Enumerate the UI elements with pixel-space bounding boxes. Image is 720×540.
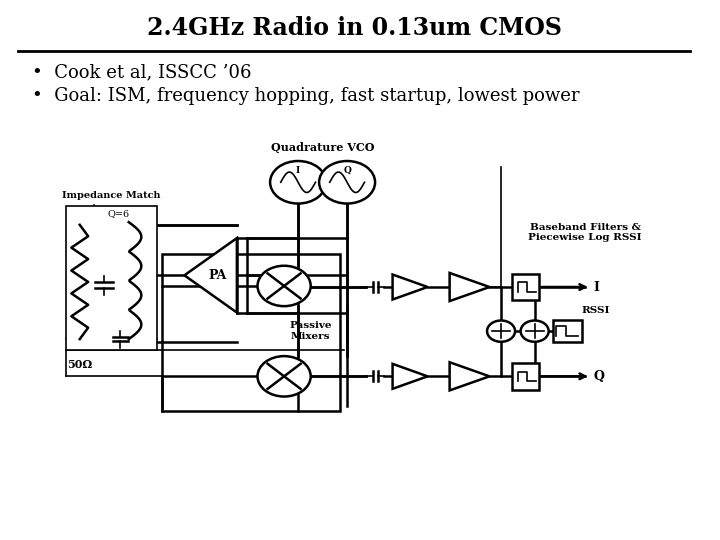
Text: Q: Q	[343, 166, 351, 175]
Text: Q: Q	[593, 370, 604, 383]
Polygon shape	[449, 273, 490, 301]
Polygon shape	[392, 364, 428, 389]
Text: Quadrature VCO: Quadrature VCO	[271, 142, 374, 153]
Text: 50Ω: 50Ω	[67, 359, 92, 370]
Text: 2.4GHz Radio in 0.13um CMOS: 2.4GHz Radio in 0.13um CMOS	[147, 16, 562, 40]
Bar	[66, 206, 157, 350]
Circle shape	[258, 356, 311, 396]
Text: I: I	[593, 280, 599, 294]
Bar	[512, 363, 539, 390]
Circle shape	[319, 161, 375, 204]
Polygon shape	[449, 362, 490, 390]
Bar	[512, 274, 539, 300]
Circle shape	[258, 266, 311, 306]
Polygon shape	[392, 274, 428, 300]
Text: Passive
Mixers: Passive Mixers	[289, 321, 332, 341]
Circle shape	[487, 321, 515, 342]
Text: •  Cook et al, ISSCC ’06: • Cook et al, ISSCC ’06	[32, 63, 252, 81]
Text: Impedance Match: Impedance Match	[62, 191, 161, 200]
Bar	[553, 320, 582, 342]
Text: Q=6: Q=6	[107, 209, 130, 218]
Polygon shape	[184, 238, 237, 313]
Circle shape	[521, 321, 549, 342]
Text: Baseband Filters &
Piecewise Log RSSI: Baseband Filters & Piecewise Log RSSI	[528, 223, 642, 242]
Circle shape	[270, 161, 326, 204]
Text: PA: PA	[208, 269, 227, 282]
Text: RSSI: RSSI	[582, 306, 610, 315]
Text: I: I	[296, 166, 300, 175]
Bar	[161, 254, 340, 411]
Text: •  Goal: ISM, frequency hopping, fast startup, lowest power: • Goal: ISM, frequency hopping, fast sta…	[32, 86, 580, 105]
